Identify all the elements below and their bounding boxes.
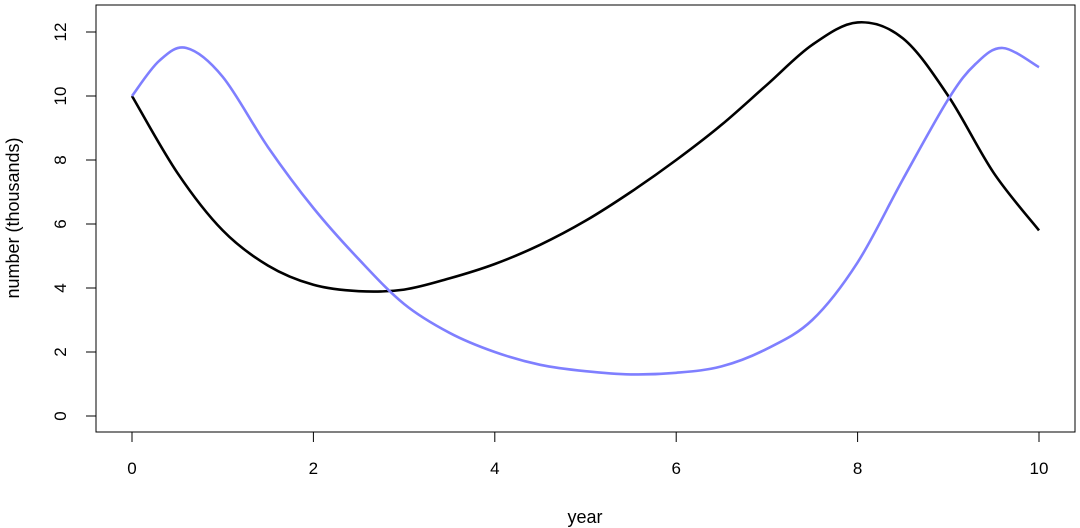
y-tick-label: 0 [51, 411, 70, 420]
y-tick-label: 8 [51, 155, 70, 164]
series-line-1 [130, 20, 1041, 293]
x-tick-label: 0 [127, 459, 136, 478]
y-tick-label: 12 [51, 23, 70, 42]
y-tick-label: 4 [51, 283, 70, 292]
x-tick-label: 8 [853, 459, 862, 478]
y-axis: 0 2 4 6 8 10 12 [51, 23, 97, 421]
y-tick-label: 6 [51, 219, 70, 228]
x-tick-label: 6 [671, 459, 680, 478]
y-tick-label: 10 [51, 87, 70, 106]
y-tick-label: 2 [51, 347, 70, 356]
series-layer [130, 20, 1041, 376]
x-axis-label: year [567, 507, 602, 527]
y-axis-label: number (thousands) [3, 137, 23, 298]
x-tick-label: 2 [309, 459, 318, 478]
series-line-2 [130, 46, 1040, 376]
x-axis: 0 2 4 6 8 10 [127, 431, 1049, 478]
x-tick-label: 10 [1030, 459, 1049, 478]
x-tick-label: 4 [490, 459, 499, 478]
